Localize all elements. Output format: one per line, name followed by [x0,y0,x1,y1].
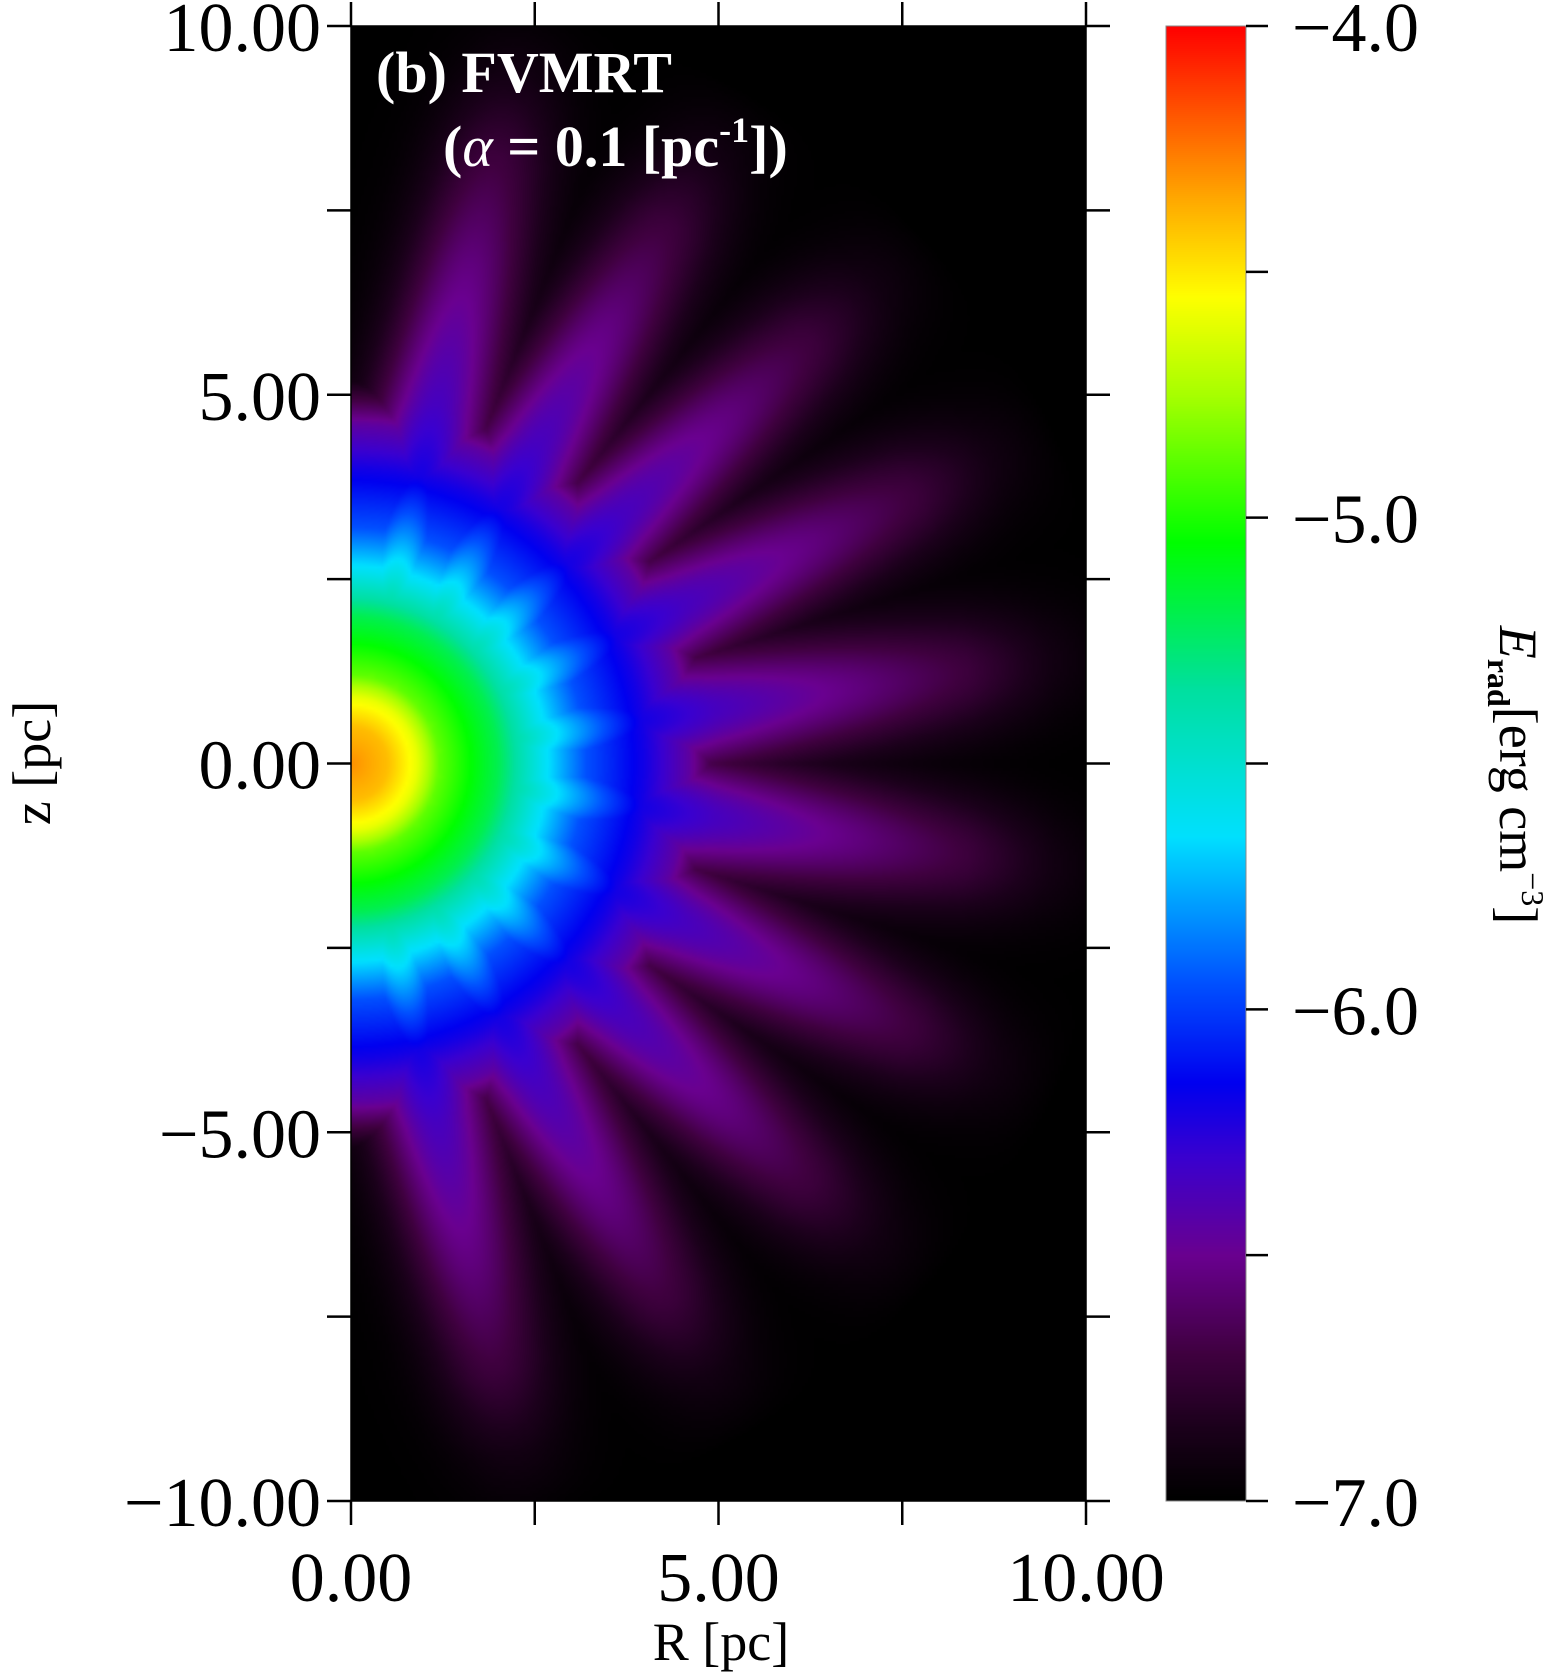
x-tick-label: 0.00 [290,1540,413,1617]
colorbar-frame [1165,25,1247,1502]
colorbar-gradient [1166,26,1246,1501]
y-tick-label: −10.00 [124,1465,321,1542]
x-tick-label: 10.00 [1007,1540,1165,1617]
y-axis-label: z [pc] [2,701,62,825]
colorbar-tick-label: −7.0 [1292,1465,1419,1542]
x-tick-label: 5.00 [657,1540,780,1617]
colorbar-tick-label: −5.0 [1292,482,1419,559]
y-tick-label: 5.00 [199,359,322,436]
annotation-line2: (α = 0.1 [pc-1]) [443,110,788,179]
colorbar-tick-label: −4.0 [1292,0,1419,67]
y-tick-label: 0.00 [199,728,322,805]
y-tick-label: 10.00 [164,0,322,67]
annotation-line1: (b) FVMRT [376,40,672,105]
colorbar-label: Erad[erg cm−3] [1481,625,1547,924]
colorbar-tick-label: −6.0 [1292,973,1419,1050]
x-axis-label: R [pc] [653,1612,789,1672]
y-tick-label: −5.00 [159,1096,321,1173]
plot-frame [350,25,1087,1502]
heatmap-image [351,26,1086,1501]
